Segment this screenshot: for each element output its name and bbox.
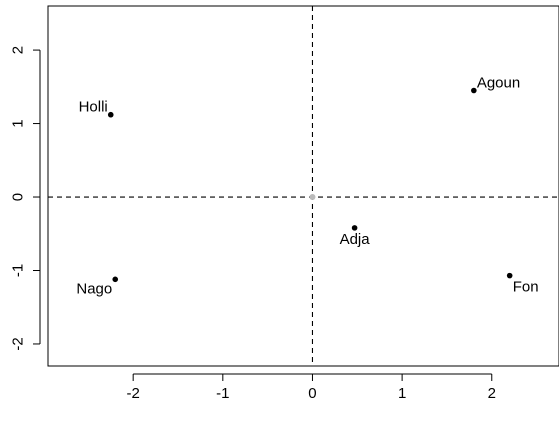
x-tick-label: 2 xyxy=(488,385,496,402)
plot-frame xyxy=(47,5,559,367)
x-tick-label: 1 xyxy=(398,385,406,402)
point-adja xyxy=(351,225,358,231)
point-label-nago: Nago xyxy=(76,280,112,297)
origin-marker xyxy=(309,194,316,201)
data-points: Agoun Holli Adja Fon Nago xyxy=(76,74,538,297)
x-tick-label: -1 xyxy=(216,385,229,402)
axes: -2 -1 0 1 2 -2 -1 0 1 2 xyxy=(9,46,495,402)
point-holli xyxy=(107,111,114,118)
point-nago xyxy=(112,276,119,283)
point-label-agoun: Agoun xyxy=(477,74,520,91)
point-label-adja: Adja xyxy=(340,231,371,248)
y-tick-label: 1 xyxy=(10,119,27,127)
reference-lines xyxy=(48,6,559,366)
y-tick-label: -2 xyxy=(10,337,27,350)
x-tick-label: 0 xyxy=(308,385,316,402)
point-label-fon: Fon xyxy=(513,279,539,296)
x-tick-label: -2 xyxy=(126,385,139,402)
y-tick-label: -1 xyxy=(10,264,27,277)
y-tick-label: 2 xyxy=(9,46,26,54)
point-label-holli: Holli xyxy=(79,99,108,116)
point-fon xyxy=(506,272,513,279)
y-tick-label: 0 xyxy=(10,193,27,201)
point-agoun xyxy=(471,87,477,94)
